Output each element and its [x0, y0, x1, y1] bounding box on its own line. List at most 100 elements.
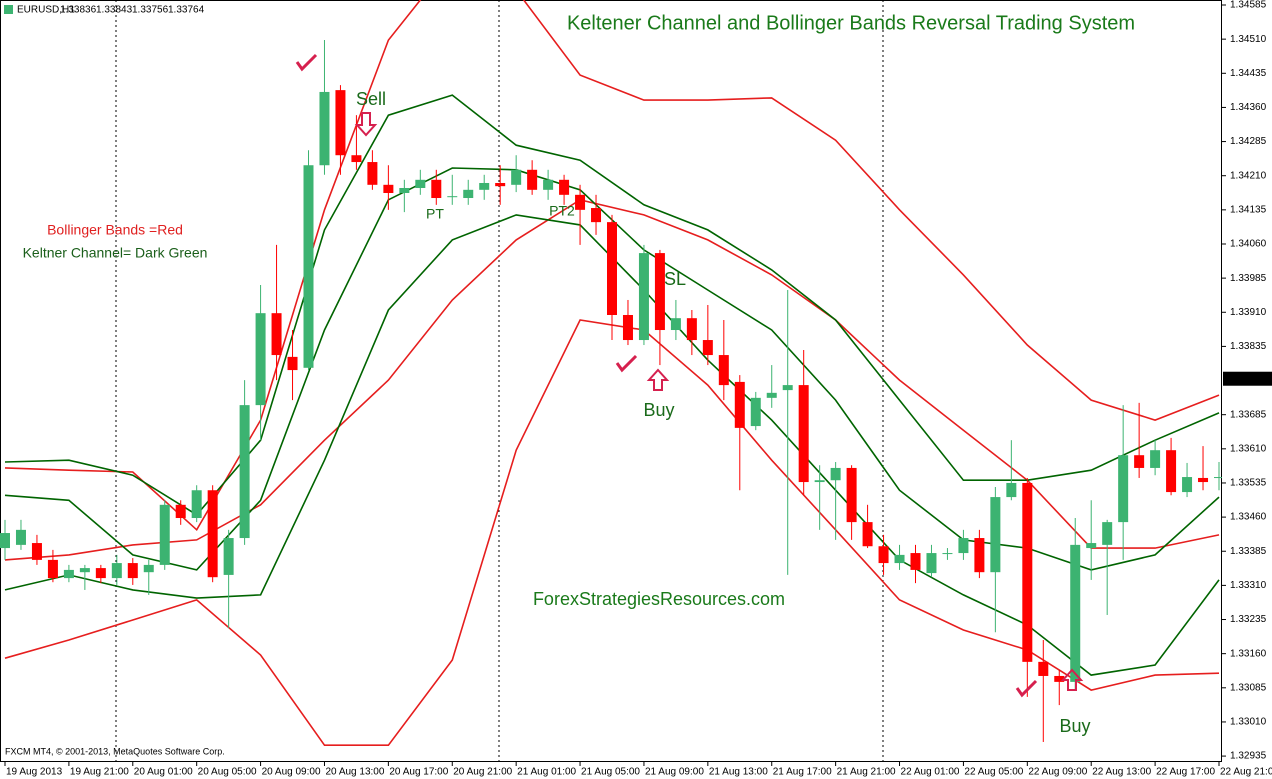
candle-body	[575, 194, 586, 210]
candle-body	[894, 554, 905, 564]
watermark: ForexStrategiesResources.com	[533, 589, 785, 609]
candle-body	[303, 165, 314, 368]
candle-body	[926, 553, 937, 574]
candle-body	[0, 533, 10, 549]
day-separators	[115, 0, 884, 762]
x-tick-label: 21 Aug 21:00	[837, 767, 896, 778]
candle-body	[734, 381, 745, 428]
candle-body	[479, 182, 490, 190]
candle-body	[670, 318, 681, 331]
buy-arrow	[1060, 668, 1084, 691]
candle-body	[1150, 450, 1161, 468]
candle-body	[766, 392, 777, 398]
x-tick-label: 21 Aug 13:00	[709, 767, 768, 778]
y-tick-label: 1.33835	[1230, 341, 1267, 352]
candle-body	[1022, 482, 1033, 662]
y-tick-label: 1.33910	[1230, 307, 1267, 318]
legend-text: Keltner Channel= Dark Green	[23, 245, 208, 261]
candle-body	[1086, 543, 1097, 549]
candle-body	[175, 504, 186, 519]
candle-body	[191, 490, 202, 519]
indicator-line	[4, 94, 1220, 516]
candle-body	[15, 529, 26, 545]
x-tick-label: 22 Aug 21:00	[1220, 767, 1272, 778]
annotation: PT2	[549, 203, 575, 219]
y-tick-label: 1.34360	[1230, 102, 1267, 113]
candle-body	[543, 179, 554, 190]
candle-body	[1070, 544, 1081, 682]
candle-body	[127, 563, 138, 579]
candle-body	[1102, 522, 1113, 545]
ohlc-value: 1.33756	[132, 5, 169, 16]
candle-body	[111, 563, 122, 579]
y-tick-label: 1.33235	[1230, 614, 1267, 625]
candle-body	[431, 179, 442, 199]
candle-body	[255, 313, 266, 406]
candle-body	[335, 90, 346, 156]
candle-body	[271, 313, 282, 356]
y-tick-label: 1.32935	[1230, 751, 1267, 762]
candle-body	[814, 480, 825, 483]
candle-body	[287, 356, 298, 371]
candle-body	[79, 568, 90, 573]
candle-body	[559, 179, 570, 195]
candle-body	[351, 155, 362, 163]
current-price-label: 1.33764	[1229, 373, 1266, 384]
annotation: Buy	[643, 400, 674, 420]
candle-body	[383, 184, 394, 194]
x-tick-label: 21 Aug 05:00	[581, 767, 640, 778]
candle-body	[415, 179, 426, 188]
candle-body	[942, 553, 953, 555]
indicator-line	[4, 0, 1220, 532]
y-tick-label: 1.34510	[1230, 34, 1267, 45]
y-tick-label: 1.34210	[1230, 170, 1267, 181]
chart-title: Keltener Channel and Bollinger Bands Rev…	[567, 12, 1135, 34]
annotation: Buy	[1059, 716, 1090, 736]
candle-body	[63, 569, 74, 579]
x-tick-label: 20 Aug 09:00	[262, 767, 321, 778]
candle-body	[495, 182, 506, 187]
candle-body	[878, 546, 889, 564]
candle-body	[47, 559, 58, 579]
y-tick-label: 1.33160	[1230, 648, 1267, 659]
y-tick-label: 1.34285	[1230, 136, 1267, 147]
candle-body	[511, 169, 522, 185]
x-tick-label: 21 Aug 09:00	[645, 767, 704, 778]
candle-body	[750, 397, 761, 427]
annotation: Sell	[356, 89, 386, 109]
axes: 1.34585 1.34510 1.34435 1.34360 1.34285 1.342…	[4, 0, 1272, 778]
candle-body	[1166, 450, 1177, 493]
candle-body	[702, 340, 713, 356]
y-tick-label: 1.33085	[1230, 682, 1267, 693]
candle-body	[223, 538, 234, 575]
candle-body	[1134, 455, 1145, 468]
candles	[0, 40, 1222, 742]
footer: FXCM MT4, © 2001-2013, MetaQuotes Softwa…	[5, 746, 225, 756]
candle-body	[718, 355, 729, 386]
candle-body	[1214, 477, 1222, 479]
ohlc-value: 1.33764	[168, 5, 205, 16]
y-tick-label: 1.33685	[1230, 409, 1267, 420]
candle-body	[798, 385, 809, 483]
candle-body	[990, 497, 1001, 573]
plot-frame	[0, 0, 1222, 762]
x-tick-label: 20 Aug 05:00	[198, 767, 257, 778]
y-tick-label: 1.34060	[1230, 239, 1267, 250]
x-tick-label: 21 Aug 01:00	[517, 767, 576, 778]
current-price-box	[1223, 371, 1272, 386]
header: EURUSD,H1 1.33836 1.33843 1.33756 1.3376…	[4, 5, 205, 16]
candle-body	[591, 208, 602, 223]
candle-body	[31, 543, 42, 560]
candle-body	[1054, 675, 1065, 682]
x-tick-label: 20 Aug 13:00	[325, 767, 384, 778]
indicator-line	[4, 198, 1220, 561]
candle-body	[1182, 477, 1193, 493]
x-tick-label: 22 Aug 09:00	[1028, 767, 1087, 778]
legend-text: Bollinger Bands =Red	[47, 222, 183, 238]
checkmark	[295, 53, 318, 72]
candle-body	[910, 553, 921, 570]
y-tick-label: 1.34585	[1230, 0, 1267, 11]
buy-arrow	[646, 368, 670, 391]
candle-body	[1038, 661, 1049, 676]
